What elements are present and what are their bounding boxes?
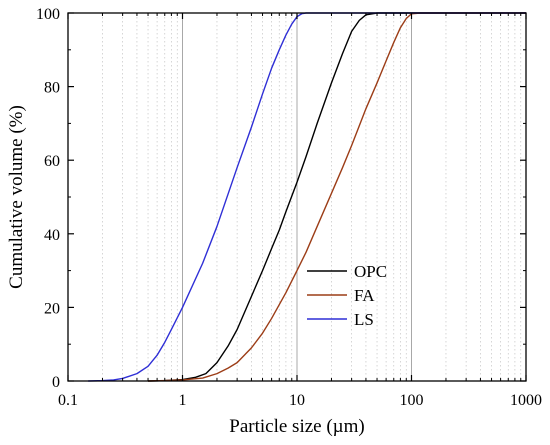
- x-tick-label: 1: [179, 392, 187, 409]
- legend-label-ls: LS: [354, 310, 374, 329]
- series-line-ls: [88, 12, 526, 382]
- x-axis-title: Particle size (µm): [229, 416, 364, 437]
- y-tick-label: 40: [44, 227, 60, 244]
- x-tick-label: 100: [400, 392, 424, 409]
- legend-label-fa: FA: [354, 286, 375, 305]
- y-tick-label: 100: [36, 6, 60, 23]
- x-tick-label: 0.1: [58, 392, 78, 409]
- legend-label-opc: OPC: [354, 262, 387, 281]
- x-tick-label: 1000: [510, 392, 542, 409]
- y-axis-title: Cumulative volume (%): [6, 105, 27, 289]
- y-tick-label: 0: [52, 374, 60, 391]
- legend: OPC FA LS: [307, 262, 387, 329]
- grid-layer: [102, 13, 522, 381]
- y-tick-label: 20: [44, 300, 60, 317]
- series-layer: [88, 12, 526, 382]
- series-line-opc: [148, 12, 526, 382]
- y-tick-label: 80: [44, 80, 60, 97]
- y-tick-label: 60: [44, 153, 60, 170]
- axis-layer: 0.1 1 10 100 1000 0 20 40 60 80 100: [36, 6, 542, 409]
- series-line-fa: [148, 12, 526, 382]
- x-tick-label: 10: [289, 392, 305, 409]
